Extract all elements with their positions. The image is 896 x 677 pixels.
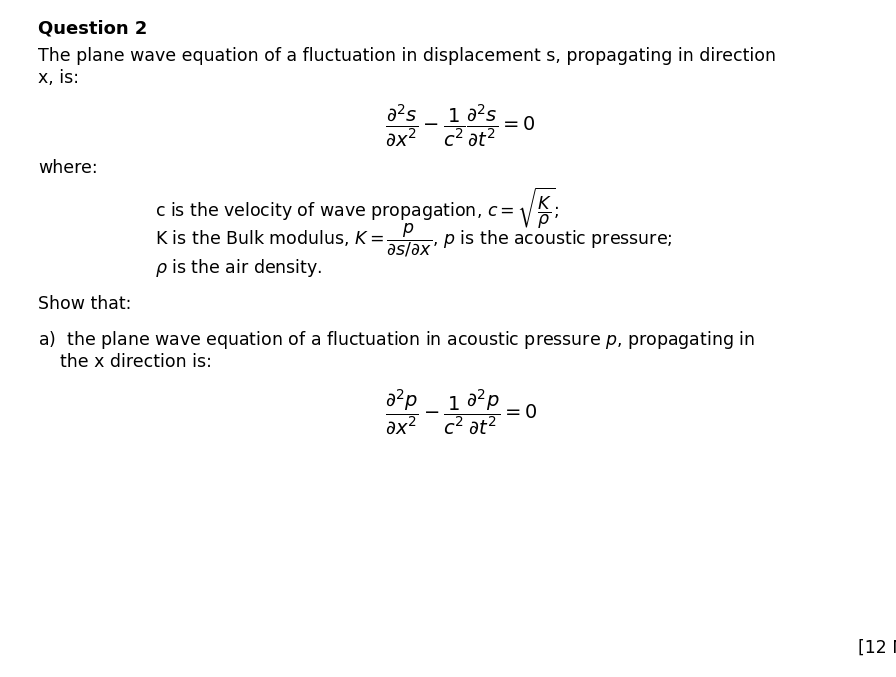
Text: $\dfrac{\partial^2 p}{\partial x^2} - \dfrac{1}{c^2}\dfrac{\partial^2 p}{\partia: $\dfrac{\partial^2 p}{\partial x^2} - \d… xyxy=(385,387,538,436)
Text: c is the velocity of wave propagation, $c = \sqrt{\dfrac{K}{\rho}}$;: c is the velocity of wave propagation, $… xyxy=(155,185,559,231)
Text: Question 2: Question 2 xyxy=(38,19,147,37)
Text: Show that:: Show that: xyxy=(38,295,132,313)
Text: K is the Bulk modulus, $K = \dfrac{p}{\partial s/\partial x}$, $p$ is the acoust: K is the Bulk modulus, $K = \dfrac{p}{\p… xyxy=(155,222,673,259)
Text: $\dfrac{\partial^2 s}{\partial x^2} - \dfrac{1}{c^2}\dfrac{\partial^2 s}{\partia: $\dfrac{\partial^2 s}{\partial x^2} - \d… xyxy=(385,102,536,148)
Text: The plane wave equation of a fluctuation in displacement s, propagating in direc: The plane wave equation of a fluctuation… xyxy=(38,47,776,65)
Text: a)  the plane wave equation of a fluctuation in acoustic pressure $p$, propagati: a) the plane wave equation of a fluctuat… xyxy=(38,329,755,351)
Text: where:: where: xyxy=(38,159,98,177)
Text: $\rho$ is the air density.: $\rho$ is the air density. xyxy=(155,257,323,279)
Text: x, is:: x, is: xyxy=(38,69,79,87)
Text: the x direction is:: the x direction is: xyxy=(38,353,211,371)
Text: [12 Marks]: [12 Marks] xyxy=(858,639,896,657)
